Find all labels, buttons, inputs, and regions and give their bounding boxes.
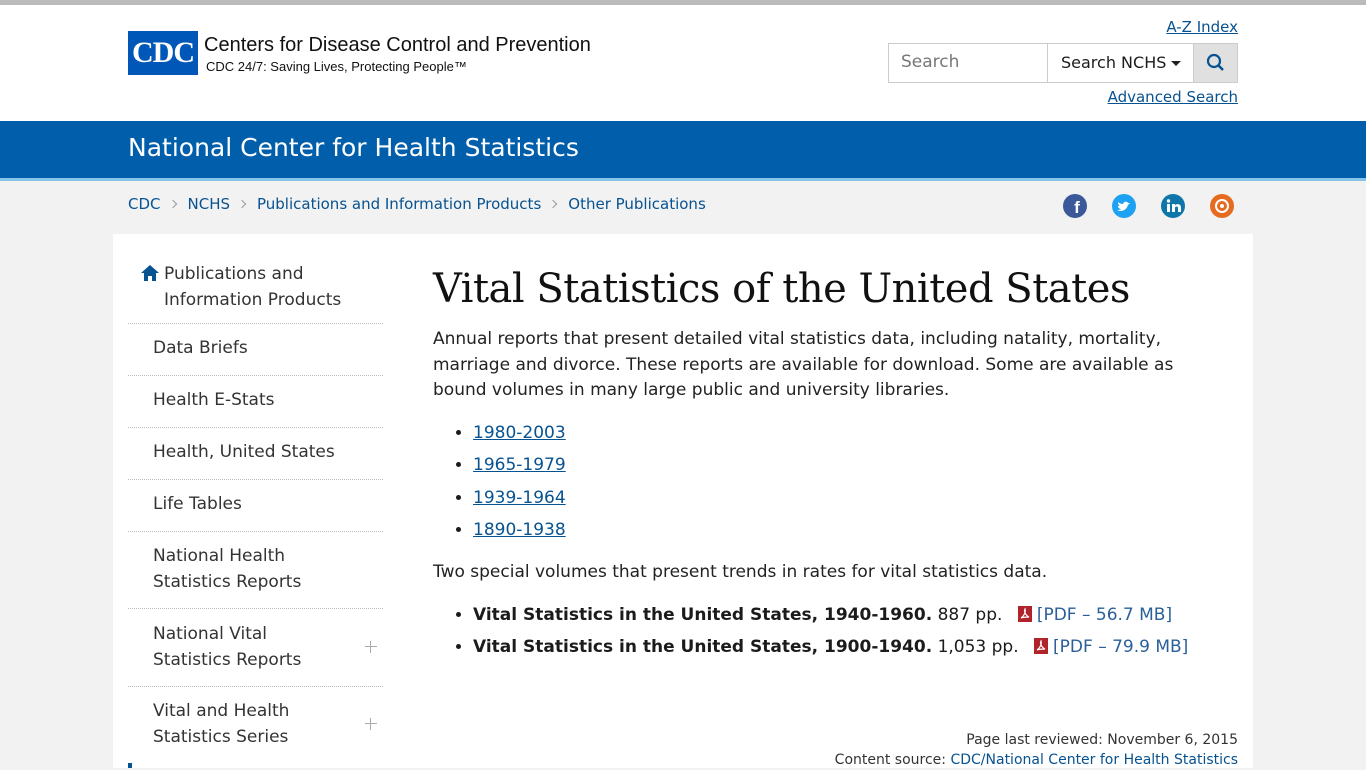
source-link[interactable]: CDC/National Center for Health Statistic…: [950, 752, 1238, 768]
az-index-link[interactable]: A-Z Index: [1166, 18, 1238, 36]
year-link[interactable]: 1980-2003: [473, 423, 566, 443]
linkedin-icon[interactable]: [1161, 194, 1185, 218]
search-input[interactable]: Search: [888, 43, 1048, 83]
sidebar-item[interactable]: Life Tables: [128, 491, 383, 532]
search-button[interactable]: [1193, 43, 1238, 83]
org-name[interactable]: Centers for Disease Control and Preventi…: [204, 34, 591, 56]
twitter-icon[interactable]: [1112, 194, 1136, 218]
svg-text:f: f: [1074, 198, 1080, 217]
facebook-icon[interactable]: f: [1063, 194, 1087, 218]
list-item: Vital Statistics in the United States, 1…: [473, 599, 1188, 631]
special-volumes: Vital Statistics in the United States, 1…: [433, 599, 1188, 664]
logo[interactable]: CDC: [128, 31, 198, 75]
sidebar-item[interactable]: National Health Statistics Reports: [128, 543, 383, 609]
list-item: Vital Statistics in the United States, 1…: [473, 631, 1188, 663]
breadcrumb[interactable]: NCHS: [187, 195, 231, 213]
sidebar-item[interactable]: Data Briefs: [128, 335, 383, 376]
active-marker: [128, 763, 132, 768]
breadcrumb[interactable]: Publications and Information Products: [257, 195, 542, 213]
tagline: CDC 24/7: Saving Lives, Protecting Peopl…: [206, 59, 467, 74]
syndication-icon[interactable]: [1210, 194, 1234, 218]
sidebar-item-label[interactable]: Vital and Health Statistics Series: [153, 701, 290, 747]
list-item: 1965-1979: [473, 449, 566, 481]
home-icon: [141, 265, 159, 281]
expand-icon[interactable]: [365, 718, 377, 730]
last-reviewed: Page last reviewed: November 6, 2015: [966, 732, 1238, 748]
breadcrumbs: CDC NCHS Publications and Information Prod…: [128, 195, 706, 213]
volume-title: Vital Statistics in the United States, 1…: [473, 605, 933, 625]
banner: National Center for Health Statistics: [0, 121, 1366, 181]
sidebar-item[interactable]: National Vital Statistics Reports: [128, 621, 383, 687]
breadcrumb[interactable]: CDC: [128, 195, 161, 213]
source-label: Content source:: [834, 752, 947, 768]
separator: [237, 199, 247, 209]
footer-meta: Page last reviewed: November 6, 2015 Con…: [835, 730, 1238, 770]
list-item: 1890-1938: [473, 514, 566, 546]
list-item: 1939-1964: [473, 482, 566, 514]
page-count: 1,053 pp.: [937, 637, 1019, 658]
divider: [128, 323, 383, 324]
year-link[interactable]: 1939-1964: [473, 487, 566, 508]
pdf-link[interactable]: [PDF – 79.9 MB]: [1053, 637, 1189, 658]
page-count: 887 pp.: [937, 605, 1003, 625]
search-icon: [1206, 53, 1224, 71]
sidebar-item[interactable]: Vital and Health Statistics Series: [128, 698, 383, 764]
sidebar-item-label[interactable]: National Vital Statistics Reports: [153, 624, 302, 670]
list-item: 1980-2003: [473, 417, 566, 449]
search-scope[interactable]: Search NCHS: [1047, 43, 1194, 83]
sidebar-item[interactable]: Health, United States: [128, 439, 383, 480]
page-title: Vital Statistics of the United States: [433, 266, 1130, 312]
special-intro: Two special volumes that present trends …: [433, 562, 1048, 582]
volume-title: Vital Statistics in the United States, 1…: [473, 637, 933, 658]
intro: Annual reports that present detailed vit…: [433, 329, 1174, 400]
advanced-search-link[interactable]: Advanced Search: [1107, 88, 1238, 106]
pdf-icon: [1034, 638, 1049, 655]
breadcrumb[interactable]: Other Publications: [568, 195, 706, 213]
pdf-link[interactable]: [PDF – 56.7 MB]: [1036, 605, 1173, 625]
year-links: 1980-2003 1965-1979 1939-1964 1890-1938: [433, 417, 566, 546]
sidebar-home[interactable]: Publications and Information Products: [164, 264, 342, 310]
pdf-icon: [1017, 606, 1032, 622]
expand-icon[interactable]: [365, 641, 377, 653]
separator: [168, 199, 177, 209]
banner-title[interactable]: National Center for Health Statistics: [128, 133, 579, 162]
sidebar-item[interactable]: Health E-Stats: [128, 387, 383, 428]
content-source: Content source: CDC/National Center for …: [835, 750, 1238, 770]
year-link[interactable]: 1890-1938: [473, 519, 566, 540]
separator: [549, 199, 558, 209]
year-link[interactable]: 1965-1979: [473, 455, 566, 476]
social-icons: f: [1063, 194, 1234, 218]
